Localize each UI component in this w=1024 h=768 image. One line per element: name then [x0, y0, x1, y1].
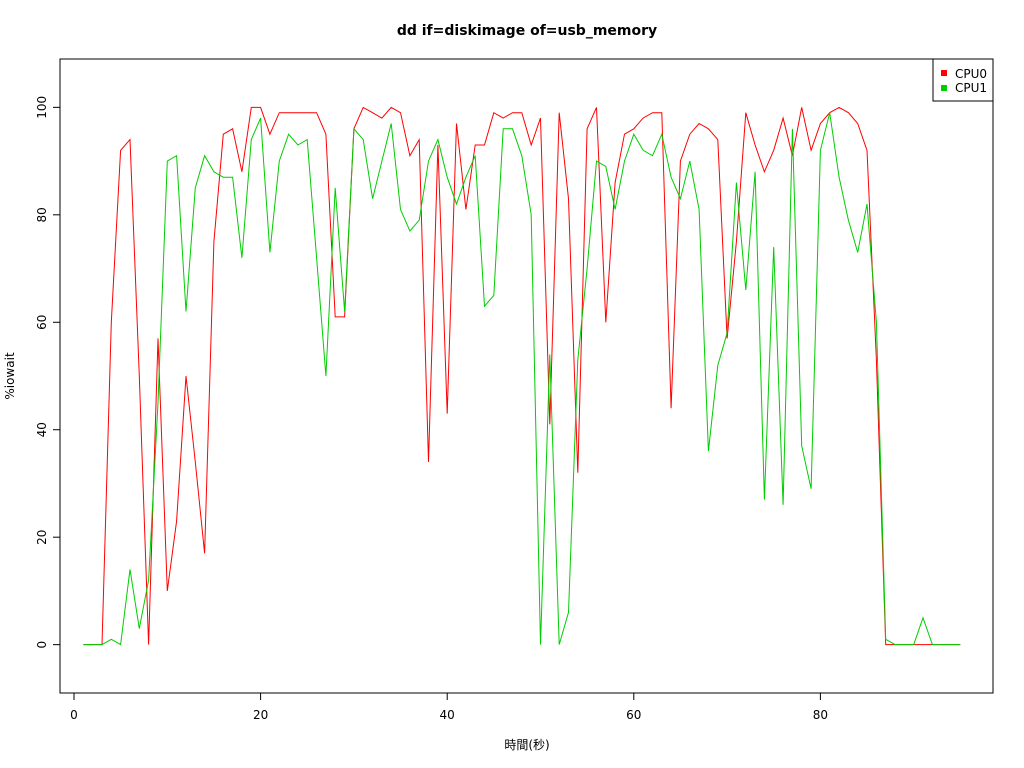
legend-label-cpu0: CPU0: [955, 67, 987, 81]
plot-frame: [59, 58, 994, 694]
y-tick-label: 0: [35, 641, 49, 649]
series-line-cpu0: [83, 106, 961, 646]
y-tick-label: 40: [35, 422, 49, 437]
legend: CPU0 CPU1: [932, 58, 994, 102]
x-axis-label: 時間(秒): [504, 738, 549, 752]
series-line-cpu1: [83, 112, 961, 646]
legend-swatch-cpu1: [941, 85, 947, 91]
y-tick-label: 20: [35, 530, 49, 545]
x-axis: 0 20 40 60 80: [70, 692, 828, 722]
x-tick-label: 40: [440, 708, 455, 722]
x-tick-label: 60: [626, 708, 641, 722]
y-tick-label: 60: [35, 315, 49, 330]
chart-title: dd if=diskimage of=usb_memory: [397, 23, 657, 39]
series-layer: [83, 106, 961, 646]
x-tick-label: 80: [813, 708, 828, 722]
x-tick-label: 20: [253, 708, 268, 722]
legend-box: [932, 58, 994, 102]
y-axis: 0 20 40 60 80 100: [35, 96, 61, 649]
legend-swatch-cpu0: [941, 70, 947, 76]
y-axis-label: %iowait: [3, 352, 17, 400]
x-tick-label: 0: [70, 708, 78, 722]
y-tick-label: 100: [35, 96, 49, 119]
legend-label-cpu1: CPU1: [955, 81, 987, 95]
y-tick-label: 80: [35, 207, 49, 222]
